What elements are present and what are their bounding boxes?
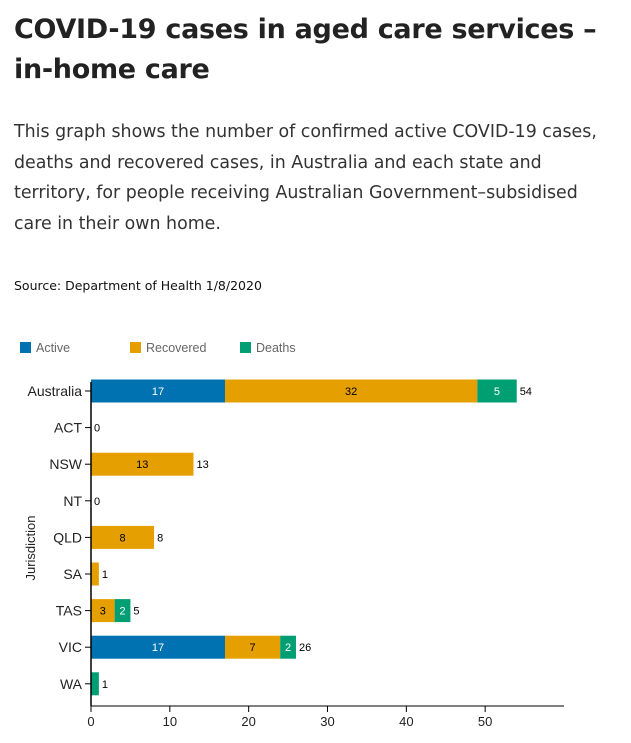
legend-label-recovered: Recovered <box>146 341 206 355</box>
x-tick-label-50: 50 <box>478 714 492 729</box>
bar-label-active-australia: 17 <box>152 386 164 398</box>
y-tick-label-nt: NT <box>63 493 82 509</box>
bar-recovered-tas <box>91 599 115 623</box>
bar-label-recovered-vic: 7 <box>250 642 256 654</box>
total-label-nt: 0 <box>94 496 100 508</box>
legend-label-active: Active <box>36 341 70 355</box>
bar-label-recovered-qld: 8 <box>119 532 125 544</box>
bar-recovered-australia <box>225 379 478 403</box>
x-tick-label-10: 10 <box>163 714 177 729</box>
y-tick-label-act: ACT <box>54 420 82 436</box>
bar-recovered-nsw <box>91 452 194 476</box>
y-tick-label-wa: WA <box>60 676 83 692</box>
total-label-nsw: 13 <box>196 459 208 471</box>
x-tick-label-0: 0 <box>87 714 94 729</box>
legend-label-deaths: Deaths <box>256 341 296 355</box>
legend-swatch-recovered <box>130 342 141 353</box>
y-tick-label-qld: QLD <box>53 529 82 545</box>
bar-deaths-wa <box>91 672 99 696</box>
bar-label-deaths-australia: 5 <box>494 386 500 398</box>
page-title: COVID-19 cases in aged care services – i… <box>14 14 597 85</box>
total-label-qld: 8 <box>157 532 163 544</box>
y-tick-label-vic: VIC <box>59 639 82 655</box>
x-tick-label-20: 20 <box>241 714 255 729</box>
bar-label-recovered-australia: 32 <box>345 386 357 398</box>
total-label-wa: 1 <box>102 679 108 691</box>
y-tick-label-sa: SA <box>63 566 82 582</box>
bar-deaths-australia <box>477 379 517 403</box>
bar-label-deaths-vic: 2 <box>285 642 291 654</box>
bar-deaths-vic <box>280 635 296 659</box>
legend-swatch-active <box>20 342 31 353</box>
total-label-australia: 54 <box>520 386 532 398</box>
total-label-act: 0 <box>94 423 100 435</box>
source-note: Source: Department of Health 1/8/2020 <box>14 278 262 293</box>
bar-recovered-vic <box>225 635 281 659</box>
bar-deaths-tas <box>114 599 131 623</box>
bar-active-vic <box>91 635 226 659</box>
chart-description: This graph shows the number of confirmed… <box>14 122 597 234</box>
y-tick-label-australia: Australia <box>28 383 83 399</box>
legend-swatch-deaths <box>240 342 251 353</box>
y-axis-title: Jurisdiction <box>23 515 38 580</box>
bar-active-australia <box>91 379 226 403</box>
total-label-tas: 5 <box>133 606 139 618</box>
bar-label-active-vic: 17 <box>152 642 164 654</box>
bar-recovered-qld <box>91 525 155 549</box>
total-label-vic: 26 <box>299 642 311 654</box>
x-tick-label-30: 30 <box>320 714 334 729</box>
x-tick-label-40: 40 <box>399 714 413 729</box>
bar-recovered-sa <box>91 562 99 586</box>
y-tick-label-tas: TAS <box>56 603 82 619</box>
bar-label-recovered-nsw: 13 <box>136 459 148 471</box>
bar-label-recovered-tas: 3 <box>100 606 106 618</box>
y-tick-label-nsw: NSW <box>49 456 82 472</box>
bar-label-deaths-tas: 2 <box>119 606 125 618</box>
total-label-sa: 1 <box>102 569 108 581</box>
